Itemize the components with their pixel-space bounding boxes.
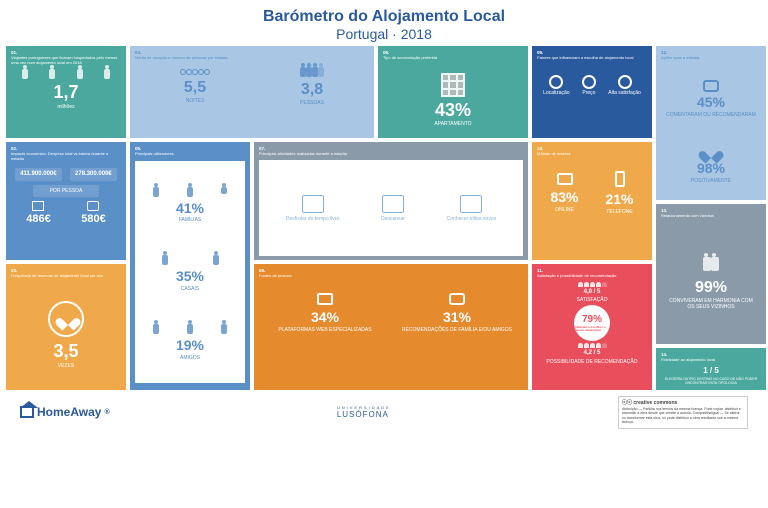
people-icons: [300, 67, 324, 77]
relax-icon: [302, 195, 324, 213]
family-icon: [139, 187, 241, 197]
chat-icon: [703, 80, 719, 92]
friends-icon: [139, 324, 241, 334]
couple-icon: [139, 255, 241, 265]
page-title: Barómetro do Alojamento Local: [0, 8, 768, 26]
card-06-accommodation: 06. Tipo de acomodação preferida 43% APA…: [378, 46, 528, 138]
camera-icon: [460, 195, 482, 213]
university-logo: UNIVERSIDADE LUSÓFONA: [337, 405, 391, 419]
creative-commons: ⓒⓒ creative commons Atribuição — Partilh…: [618, 396, 748, 429]
card-13-neighbours: 13. Relacionamento com vizinhos 99% CONV…: [656, 204, 766, 344]
page-subtitle: Portugal · 2018: [0, 26, 768, 42]
people-icons: [11, 69, 121, 79]
heart-icon: [703, 146, 719, 160]
card-04-duration: 04. Média de duração e número de pessoas…: [130, 46, 374, 138]
hearts-row: [537, 282, 647, 287]
moon-icons: [180, 69, 210, 75]
card-05-users: 05. Principais utilizadores 41% FAMÍLIAS…: [130, 142, 250, 390]
price-icon: [582, 75, 596, 89]
building-icon: [441, 73, 465, 97]
card-11-satisfaction: 11. Satisfação e possibilidade de recome…: [532, 264, 652, 390]
card-14-loyalty: 14. Fidelidade ao alojamento local 1 / 5…: [656, 348, 766, 390]
brand-logo: HomeAway®: [20, 405, 110, 419]
card-03-frequency: 03. Frequência de reservas de alojamento…: [6, 264, 126, 390]
card-07-activities: 07. Principais atividades realizadas dur…: [254, 142, 528, 260]
heart-icon: [60, 313, 72, 324]
card-08-sources: 08. Fontes de procura 34% PLATAFORMAS WE…: [254, 264, 528, 390]
infographic-grid: 01. Viajantes portugueses que ficaram ho…: [0, 46, 768, 390]
phone-icon: [615, 171, 625, 187]
house-icon: [20, 406, 34, 418]
header: Barómetro do Alojamento Local Portugal ·…: [0, 0, 768, 46]
people-icon: [703, 257, 719, 271]
chat-icon: [449, 293, 465, 305]
card-10-booking: 10. Método de reserva 83% ONLINE 21% TEL…: [532, 142, 652, 260]
card-02-impact: 02. Impacto económico. Despesa total vs …: [6, 142, 126, 260]
pin-icon: [549, 75, 563, 89]
stat-unit: milhões: [57, 104, 74, 110]
stat-value: 1,7: [53, 82, 78, 104]
percent-bubble: 79% voltariam a escolher o mesmo alojame…: [574, 305, 610, 341]
coins-icon: [87, 201, 99, 211]
screen-icon: [557, 173, 573, 185]
card-12-actions: 12. Ações após a estadia 45% COMENTARAM …: [656, 46, 766, 200]
star-icon: [618, 75, 632, 89]
web-icon: [317, 293, 333, 305]
card-01-travellers: 01. Viajantes portugueses que ficaram ho…: [6, 46, 126, 138]
house-icon: [32, 201, 44, 211]
card-09-factors: 09. Fatores que influenciam a escolha de…: [532, 46, 652, 138]
footer: HomeAway® UNIVERSIDADE LUSÓFONA ⓒⓒ creat…: [0, 390, 768, 435]
hearts-row: [537, 343, 647, 348]
sleep-icon: [382, 195, 404, 213]
